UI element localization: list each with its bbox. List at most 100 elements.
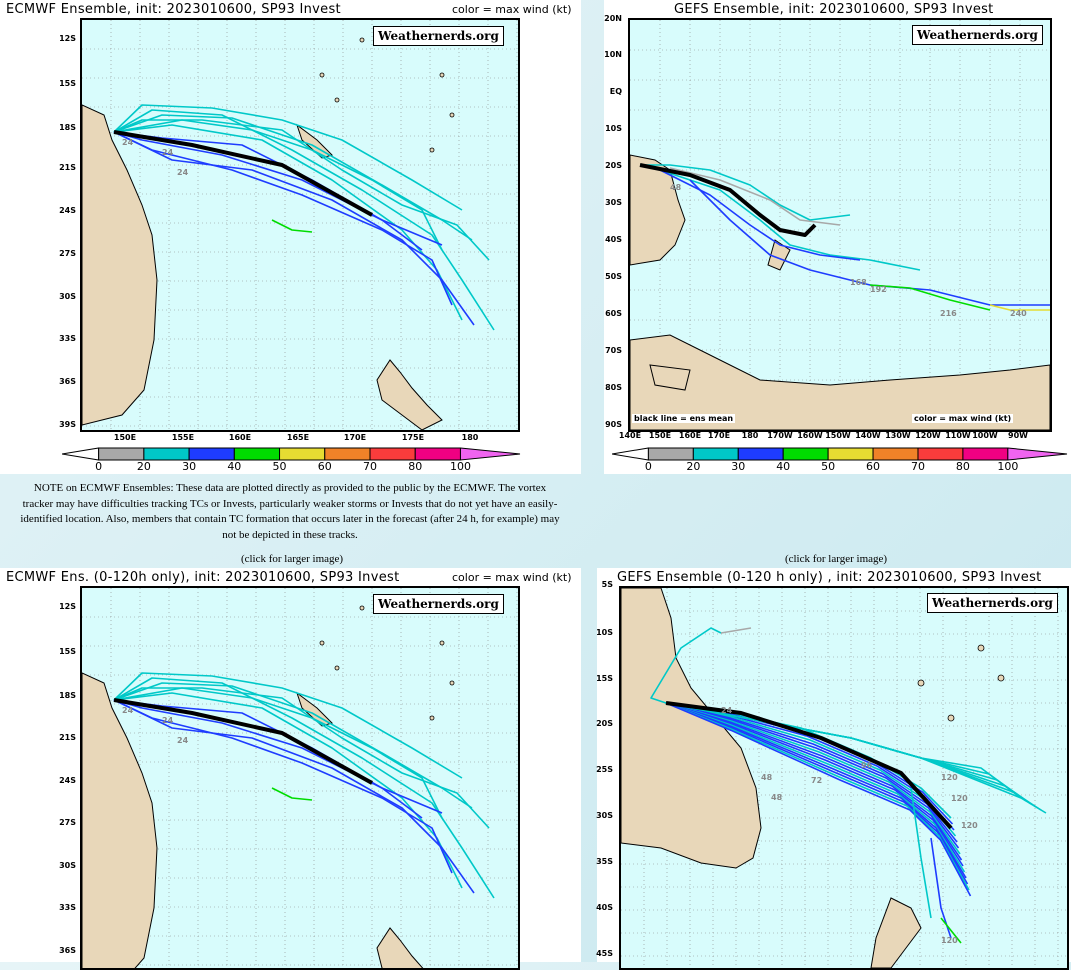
ensemble-mean-track (639, 163, 817, 237)
panel-title: ECMWF Ens. (0-120h only), init: 20230106… (6, 570, 400, 585)
colorbar-tick-label: 80 (408, 460, 423, 473)
latitude-label: 35S (596, 857, 613, 866)
forecast-hour-label: 24 (122, 138, 134, 147)
australia (82, 104, 158, 426)
member-track (113, 104, 463, 211)
track-map[interactable]: 24 24 24 (80, 18, 520, 432)
watermark-brand: Weathernerds.org (373, 26, 504, 46)
longitude-label: 140E (618, 431, 642, 440)
colorbar-tick-label: 40 (227, 460, 242, 473)
forecast-hour-label: 96 (861, 761, 873, 770)
longitude-label: 180 (461, 433, 479, 442)
member-track (113, 672, 463, 779)
colorbar-tick-label: 0 (95, 460, 103, 473)
panel-title: ECMWF Ensemble, init: 2023010600, SP93 I… (6, 2, 341, 17)
latitude-label: 60S (605, 309, 622, 318)
latitude-label: 30S (596, 811, 613, 820)
colorbar-segment (962, 447, 1009, 461)
ecmwf-ensemble-panel[interactable]: ECMWF Ensemble, init: 2023010600, SP93 I… (0, 0, 581, 474)
member-track (113, 699, 443, 814)
click-larger-link[interactable]: (click for larger image) (240, 553, 344, 565)
wind-colorbar: 0 20 30 40 50 60 70 80 100 (611, 446, 1071, 480)
longitude-label: 110W (945, 431, 971, 440)
latitude-label: 30S (59, 861, 76, 870)
member-track (665, 702, 967, 879)
forecast-hour-label: 24 (721, 706, 733, 715)
member-track (910, 787, 932, 919)
member-track (113, 109, 495, 331)
colorbar-under-arrow (611, 447, 649, 461)
colorbar-segment (369, 447, 416, 461)
latitude-label: 50S (605, 272, 622, 281)
australia (621, 588, 762, 869)
member-track (665, 702, 960, 849)
colorbar-tick-label: 60 (866, 460, 881, 473)
panel-title: GEFS Ensemble (0-120 h only) , init: 202… (617, 570, 1042, 585)
panel-title: GEFS Ensemble, init: 2023010600, SP93 In… (674, 2, 994, 17)
gefs-ensemble-panel[interactable]: GEFS Ensemble, init: 2023010600, SP93 In… (604, 0, 1071, 474)
longitude-label: 160W (797, 431, 823, 440)
longitude-label: 120W (915, 431, 941, 440)
member-track (720, 627, 752, 634)
colorbar-tick-label: 20 (136, 460, 151, 473)
new-zealand (376, 927, 424, 968)
latitude-label: 70S (605, 346, 622, 355)
australia (630, 154, 686, 266)
latitude-label: 39S (59, 420, 76, 429)
ensemble-mean-track (113, 130, 373, 217)
new-caledonia (296, 123, 333, 159)
track-map[interactable]: 24 24 24 (80, 586, 520, 970)
latitude-label: 36S (59, 377, 76, 386)
latitude-label: 80S (605, 383, 622, 392)
click-larger-link[interactable]: (click for larger image) (784, 553, 888, 565)
member-track (113, 699, 453, 874)
colorbar-tick-label: 30 (182, 460, 197, 473)
colorbar-tick-label: 100 (449, 460, 471, 473)
color-legend-label: color = max wind (kt) (452, 571, 572, 584)
color-legend-label: color = max wind (kt) (452, 3, 572, 16)
latitude-label: 21S (59, 163, 76, 172)
member-track (271, 219, 313, 233)
member-track (650, 627, 722, 704)
member-track (271, 787, 313, 801)
colorbar-tick-label: 80 (955, 460, 970, 473)
member-track (869, 284, 991, 311)
member-track (113, 131, 475, 326)
member-track (665, 702, 964, 867)
colorbar-tick-label: 40 (776, 460, 791, 473)
longitude-label: 170E (343, 433, 367, 442)
colorbar-over-arrow (459, 447, 521, 461)
latitude-label: 25S (596, 765, 613, 774)
member-track (689, 179, 1050, 306)
member-track (940, 917, 962, 944)
gefs-120h-panel[interactable]: GEFS Ensemble (0-120 h only) , init: 202… (596, 568, 1071, 970)
member-track (665, 702, 966, 873)
member-track (113, 131, 423, 251)
latitude-label: 20N (604, 14, 622, 23)
member-track (665, 702, 963, 861)
latitude-label: 10S (605, 124, 622, 133)
track-map[interactable]: 24 48 48 72 96 120 120 120 120 (619, 586, 1069, 970)
ensemble-mean-track (665, 701, 953, 830)
colorbar-tick-label: 20 (686, 460, 701, 473)
latitude-label: EQ (609, 87, 622, 96)
latitude-label: 40S (596, 903, 613, 912)
track-map[interactable]: 168 192 216 240 48 (628, 18, 1052, 432)
member-track (113, 114, 473, 241)
forecast-hour-label: 120 (941, 773, 958, 782)
latitude-label: 5S (601, 580, 613, 589)
member-track (640, 164, 851, 221)
latitude-label: 36S (59, 946, 76, 955)
forecast-hour-label: 48 (761, 773, 773, 782)
member-track (659, 169, 921, 271)
colorbar-segment (279, 447, 326, 461)
longitude-label: 170E (707, 431, 731, 440)
colorbar-segment (827, 447, 874, 461)
latitude-label: 45S (596, 949, 613, 958)
new-caledonia (296, 691, 333, 727)
colorbar-tick-label: 60 (317, 460, 332, 473)
longitude-label: 130W (885, 431, 911, 440)
ecmwf-120h-panel[interactable]: ECMWF Ens. (0-120h only), init: 20230106… (0, 568, 581, 970)
longitude-label: 150E (113, 433, 137, 442)
forecast-hour-label: 240 (1010, 309, 1027, 318)
